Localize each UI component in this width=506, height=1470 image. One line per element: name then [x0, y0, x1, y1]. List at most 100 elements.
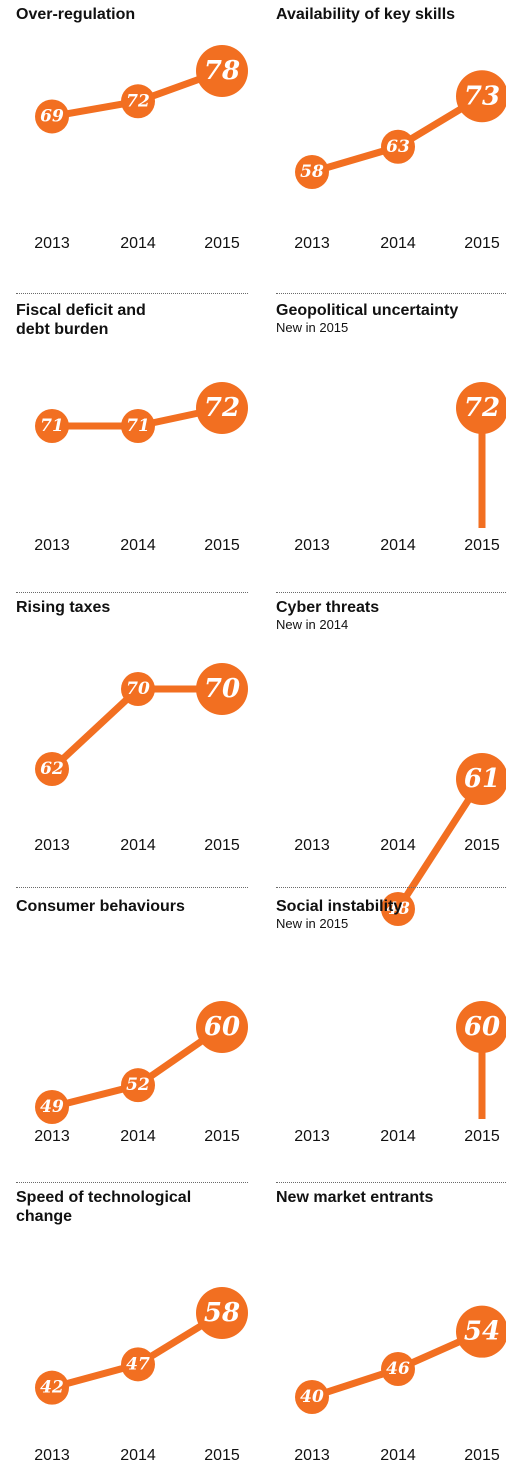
data-label: 58: [204, 1298, 240, 1328]
data-point: [456, 1305, 506, 1358]
data-point: [121, 1347, 155, 1382]
x-tick-label: 2013: [294, 1447, 330, 1464]
chart-panel: Speed of technological change 2013 2014 201…: [16, 1180, 252, 1470]
x-tick-label: 2013: [34, 837, 70, 854]
chart-title: Speed of technological change: [16, 1189, 192, 1225]
chart-title: Fiscal deficit and debt burden: [16, 302, 146, 338]
data-point: [196, 45, 248, 97]
data-point: [35, 409, 69, 443]
chart-title: Social instability: [276, 898, 403, 915]
data-label: 63: [386, 137, 410, 157]
data-point: [121, 84, 155, 119]
x-tick-label: 2015: [464, 1128, 500, 1145]
chart-panel: New market entrants 2013 2014 2015 40 46 54: [276, 1180, 506, 1470]
panel-divider: [16, 592, 248, 593]
line-plot: 42 47 58: [35, 1287, 248, 1405]
data-point: [121, 1068, 155, 1103]
data-point: [196, 1001, 248, 1053]
x-tick-label: 2015: [464, 1447, 500, 1464]
data-label: 40: [300, 1387, 324, 1407]
data-label: 71: [40, 416, 64, 436]
chart-panel: Fiscal deficit and debt burden 2013 2014 20…: [16, 290, 252, 580]
line-plot: 60: [456, 1001, 506, 1119]
chart-panel: Over-regulation 2013 2014 2015 69 72 78: [16, 0, 252, 290]
data-point: [295, 1380, 329, 1414]
data-label: 70: [204, 674, 240, 704]
x-tick-label: 2015: [464, 537, 500, 554]
panel-divider: [276, 1182, 506, 1183]
line-plot: 69 72 78: [35, 45, 248, 134]
panel-divider: [16, 887, 248, 888]
chart-title: Cyber threats: [276, 599, 380, 616]
panel-divider: [276, 293, 506, 294]
data-label: 72: [204, 393, 240, 423]
data-point: [196, 382, 248, 434]
x-tick-label: 2015: [204, 537, 240, 554]
x-axis-labels: 2013 2014 2015: [16, 234, 248, 254]
chart-panel: Availability of key skills 2013 2014 2015 58…: [276, 0, 506, 290]
x-tick-label: 2013: [34, 1447, 70, 1464]
data-point: [456, 382, 506, 434]
data-label: 47: [126, 1354, 150, 1374]
data-point: [121, 409, 155, 443]
x-axis-labels: 2013 2014 2015: [276, 1446, 506, 1466]
data-label: 71: [126, 416, 150, 436]
chart-title: New market entrants: [276, 1189, 434, 1206]
data-point: [456, 753, 506, 805]
x-tick-label: 2015: [464, 837, 500, 854]
x-tick-label: 2013: [294, 537, 330, 554]
x-tick-label: 2013: [294, 235, 330, 252]
data-point: [35, 752, 69, 786]
chart-subtitle: New in 2015: [276, 320, 349, 335]
x-tick-label: 2014: [120, 1128, 156, 1145]
line-plot: 72: [456, 382, 506, 528]
data-point: [295, 155, 329, 189]
data-label: 72: [126, 91, 150, 111]
data-point: [196, 1287, 248, 1339]
x-tick-label: 2015: [204, 235, 240, 252]
x-tick-label: 2015: [204, 1128, 240, 1145]
chart-panel: Cyber threats New in 2014 2013 2014 2015 48 61: [276, 590, 506, 926]
x-axis-labels: 2013 2014 2015: [276, 836, 506, 856]
data-label: 78: [204, 56, 240, 86]
chart-subtitle: New in 2014: [276, 617, 349, 632]
chart-panel: Geopolitical uncertainty New in 2015 2013 2…: [276, 290, 506, 580]
chart-title: Availability of key skills: [276, 6, 456, 23]
chart-title: Consumer behaviours: [16, 898, 185, 915]
data-label: 73: [464, 81, 500, 111]
x-tick-label: 2015: [464, 235, 500, 252]
data-label: 52: [126, 1075, 150, 1095]
chart-panel: Social instability New in 2015 2013 2014 201…: [276, 885, 506, 1175]
chart-title: Geopolitical uncertainty: [276, 302, 459, 319]
x-tick-label: 2014: [380, 537, 416, 554]
chart-panel: Consumer behaviours 2013 2014 2015 49 52 60: [16, 885, 252, 1175]
x-axis-labels: 2013 2014 2015: [16, 1127, 248, 1147]
data-point: [456, 70, 506, 123]
x-tick-label: 2014: [120, 537, 156, 554]
x-axis-labels: 2013 2014 2015: [276, 536, 506, 556]
x-tick-label: 2013: [34, 1128, 70, 1145]
line-plot: 71 71 72: [35, 382, 248, 443]
data-label: 60: [464, 1012, 500, 1042]
data-label: 62: [40, 759, 64, 779]
data-label: 42: [40, 1378, 64, 1398]
x-tick-label: 2014: [380, 837, 416, 854]
x-tick-label: 2014: [120, 837, 156, 854]
data-label: 48: [386, 899, 410, 919]
x-axis-labels: 2013 2014 2015: [16, 536, 248, 556]
data-label: 61: [464, 764, 500, 794]
x-tick-label: 2014: [380, 235, 416, 252]
x-tick-label: 2015: [204, 1447, 240, 1464]
data-label: 70: [126, 679, 150, 699]
data-label: 58: [300, 162, 324, 182]
data-label: 49: [40, 1097, 64, 1117]
panel-divider: [276, 887, 506, 888]
x-tick-label: 2013: [34, 537, 70, 554]
data-point: [35, 99, 69, 134]
chart-title: Over-regulation: [16, 6, 136, 23]
chart-title: Rising taxes: [16, 599, 111, 616]
panel-divider: [276, 592, 506, 593]
data-point: [456, 1001, 506, 1053]
x-tick-label: 2014: [380, 1447, 416, 1464]
chart-panel: Rising taxes 2013 2014 2015 62 70 70: [16, 590, 252, 880]
